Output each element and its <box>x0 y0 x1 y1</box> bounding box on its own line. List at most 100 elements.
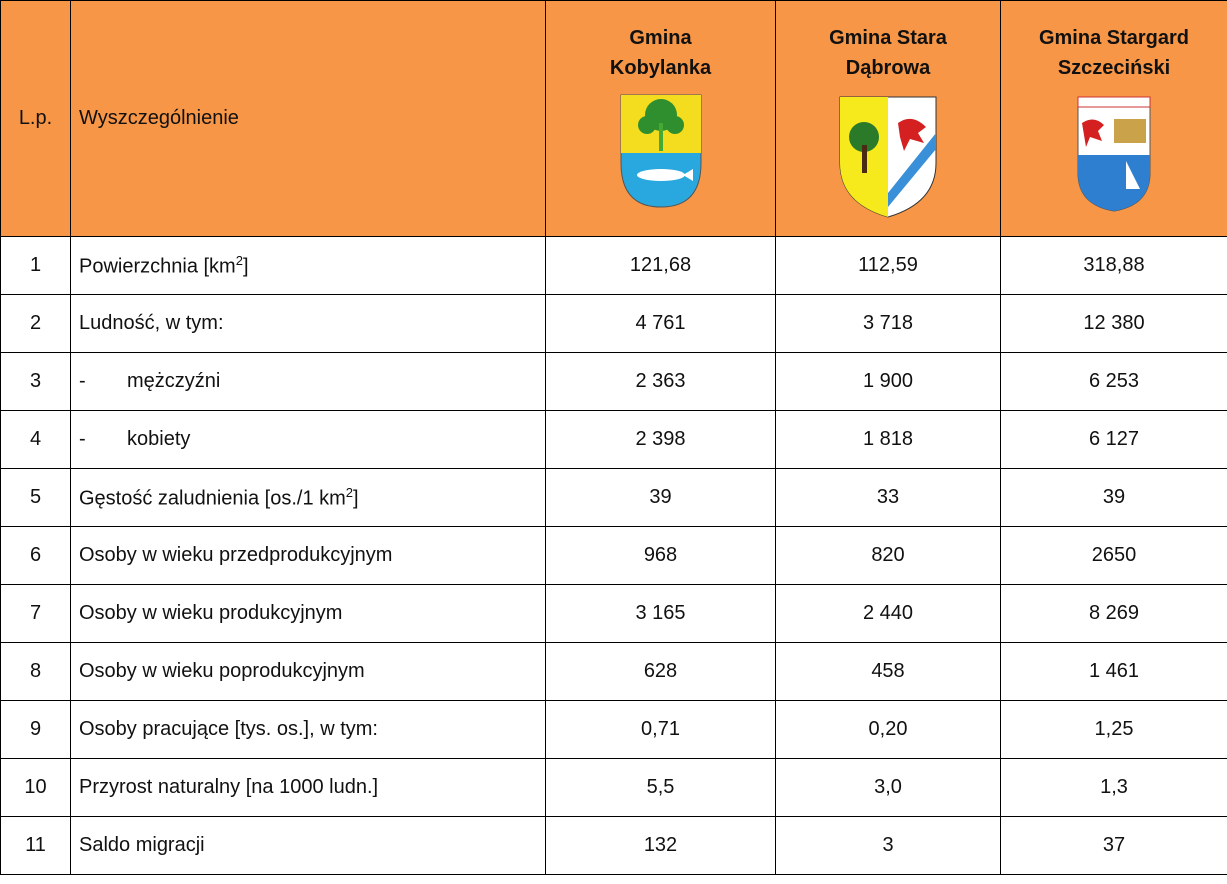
row-label: Osoby w wieku produkcyjnym <box>70 584 546 643</box>
table-row: 9 Osoby pracujące [tys. os.], w tym: 0,71 0… <box>0 700 1227 759</box>
col-title: Dąbrowa <box>845 57 931 79</box>
col-title: Gmina Stargard <box>1038 27 1190 49</box>
value-cell: 6 127 <box>1000 410 1227 469</box>
table-row: 8 Osoby w wieku poprodukcyjnym 628 458 1 461 <box>0 642 1227 701</box>
row-label: Osoby w wieku przedprodukcyjnym <box>70 526 546 585</box>
table-row: 5 Gęstość zaludnienia [os./1 km2] 39 33 39 <box>0 468 1227 527</box>
row-label: - kobiety <box>70 410 546 469</box>
row-number: 2 <box>0 294 71 353</box>
value-cell: 3 <box>775 816 1001 875</box>
table-row: 11 Saldo migracji 132 3 37 <box>0 816 1227 875</box>
value-cell: 1 818 <box>775 410 1001 469</box>
value-cell: 5,5 <box>545 758 776 817</box>
label-text: Gęstość zaludnienia [os./1 km <box>79 487 346 510</box>
row-label: Ludność, w tym: <box>70 294 546 353</box>
value-cell: 132 <box>545 816 776 875</box>
row-number: 9 <box>0 700 71 759</box>
col-title: Gmina Stara <box>829 27 947 49</box>
value-cell: 628 <box>545 642 776 701</box>
value-cell: 2 440 <box>775 584 1001 643</box>
col-title: Gmina <box>629 27 692 49</box>
row-label: - mężczyźni <box>70 352 546 411</box>
row-number: 7 <box>0 584 71 643</box>
row-label: Powierzchnia [km2] <box>70 236 546 295</box>
value-cell: 112,59 <box>775 236 1001 295</box>
value-cell: 6 253 <box>1000 352 1227 411</box>
row-number: 3 <box>0 352 71 411</box>
row-label: Gęstość zaludnienia [os./1 km2] <box>70 468 546 527</box>
table-row: 10 Przyrost naturalny [na 1000 ludn.] 5,5 3… <box>0 758 1227 817</box>
value-cell: 0,20 <box>775 700 1001 759</box>
header-lp: L.p. <box>0 0 71 237</box>
value-cell: 37 <box>1000 816 1227 875</box>
header-name: Wyszczególnienie <box>70 0 546 237</box>
value-cell: 3,0 <box>775 758 1001 817</box>
value-cell: 820 <box>775 526 1001 585</box>
label-tail: ] <box>353 487 359 510</box>
table-row: 6 Osoby w wieku przedprodukcyjnym 968 820 26… <box>0 526 1227 585</box>
label-text: mężczyźni <box>127 370 221 392</box>
value-cell: 12 380 <box>1000 294 1227 353</box>
superscript: 2 <box>235 252 243 268</box>
value-cell: 2 398 <box>545 410 776 469</box>
value-cell: 121,68 <box>545 236 776 295</box>
row-number: 11 <box>0 816 71 875</box>
value-cell: 39 <box>545 468 776 527</box>
value-cell: 3 165 <box>545 584 776 643</box>
row-number: 6 <box>0 526 71 585</box>
row-number: 5 <box>0 468 71 527</box>
emblem <box>839 96 937 218</box>
label-text: kobiety <box>127 428 191 450</box>
table-body: 1 Powierzchnia [km2] 121,68 112,59 318,88 2 Lu… <box>0 236 1227 875</box>
value-cell: 458 <box>775 642 1001 701</box>
value-cell: 2650 <box>1000 526 1227 585</box>
header-row: L.p. Wyszczególnienie Gmina Kobylanka Gm… <box>0 0 1227 237</box>
header-col: Gmina Stara Dąbrowa <box>775 0 1001 237</box>
label-text: Saldo migracji <box>79 834 205 856</box>
label-tail: ] <box>242 255 249 278</box>
label-text: Ludność, w tym: <box>79 312 224 334</box>
col-title: Kobylanka <box>609 57 712 79</box>
header-col: Gmina Stargard Szczeciński <box>1000 0 1227 237</box>
table-row: 4- kobiety 2 398 1 818 6 127 <box>0 410 1227 469</box>
label-text: Osoby pracujące [tys. os.], w tym: <box>79 718 378 740</box>
value-cell: 2 363 <box>545 352 776 411</box>
table-row: 7 Osoby w wieku produkcyjnym 3 165 2 440 8 2… <box>0 584 1227 643</box>
value-cell: 318,88 <box>1000 236 1227 295</box>
row-number: 4 <box>0 410 71 469</box>
row-number: 8 <box>0 642 71 701</box>
value-cell: 3 718 <box>775 294 1001 353</box>
value-cell: 33 <box>775 468 1001 527</box>
emblem <box>620 94 701 208</box>
table-row: 2 Ludność, w tym: 4 761 3 718 12 380 <box>0 294 1227 353</box>
row-label: Przyrost naturalny [na 1000 ludn.] <box>70 758 546 817</box>
label-text: Osoby w wieku poprodukcyjnym <box>79 660 365 682</box>
superscript: 2 <box>345 484 354 500</box>
label-text: Osoby w wieku produkcyjnym <box>79 602 343 624</box>
value-cell: 1 461 <box>1000 642 1227 701</box>
value-cell: 8 269 <box>1000 584 1227 643</box>
table-row: 1 Powierzchnia [km2] 121,68 112,59 318,88 <box>0 236 1227 295</box>
value-cell: 1,25 <box>1000 700 1227 759</box>
label-text: Osoby w wieku przedprodukcyjnym <box>79 544 393 566</box>
header-col: Gmina Kobylanka <box>545 0 776 237</box>
row-number: 10 <box>0 758 71 817</box>
dash: - <box>79 370 86 392</box>
label-text: Przyrost naturalny [na 1000 ludn.] <box>79 776 379 798</box>
row-label: Osoby pracujące [tys. os.], w tym: <box>70 700 546 759</box>
value-cell: 1 900 <box>775 352 1001 411</box>
value-cell: 0,71 <box>545 700 776 759</box>
value-cell: 4 761 <box>545 294 776 353</box>
row-number: 1 <box>0 236 71 295</box>
dash: - <box>79 428 86 450</box>
table-header: L.p. Wyszczególnienie Gmina Kobylanka Gm… <box>0 0 1227 237</box>
col-title: Szczeciński <box>1057 57 1171 79</box>
value-cell: 968 <box>545 526 776 585</box>
label-text: Powierzchnia [km <box>79 255 236 278</box>
emblem <box>1077 96 1151 212</box>
value-cell: 1,3 <box>1000 758 1227 817</box>
value-cell: 39 <box>1000 468 1227 527</box>
row-label: Osoby w wieku poprodukcyjnym <box>70 642 546 701</box>
